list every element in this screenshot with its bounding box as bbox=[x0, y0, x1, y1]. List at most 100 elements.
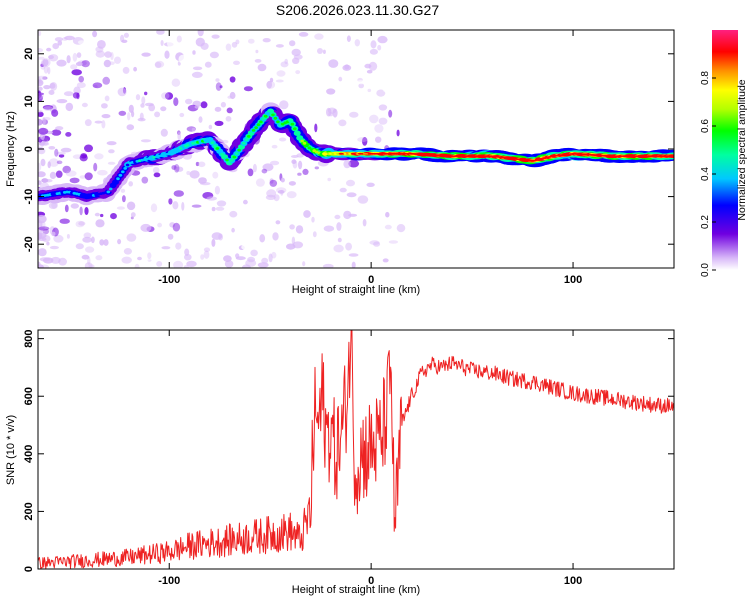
spectrogram-noise-blob bbox=[100, 213, 104, 218]
spectrogram-noise-blob bbox=[38, 162, 42, 172]
spectrogram-noise-blob bbox=[141, 176, 149, 184]
spectrogram-noise-blob bbox=[161, 92, 170, 100]
spectrogram-ridge-cell bbox=[121, 170, 125, 174]
spectrogram-ridge-cell bbox=[244, 138, 249, 142]
spectrogram-noise-blob bbox=[117, 238, 122, 245]
spectrogram-noise-blob bbox=[243, 86, 253, 92]
spectrogram-noise-blob bbox=[374, 124, 384, 133]
spectrogram-noise-blob bbox=[279, 100, 289, 110]
spectrogram-noise-blob bbox=[38, 227, 47, 233]
spectrogram-noise-blob bbox=[295, 70, 301, 75]
spectrogram-noise-blob bbox=[216, 200, 227, 207]
spectrogram-noise-blob bbox=[272, 232, 279, 241]
spectrogram-ridge-cell bbox=[239, 145, 244, 149]
spectrogram-noise-blob bbox=[69, 177, 80, 184]
spectrogram-noise-blob bbox=[84, 144, 93, 153]
spectrogram-noise-blob bbox=[167, 39, 175, 48]
y-tick-label: 400 bbox=[23, 445, 35, 463]
spectrogram-ridge-cell bbox=[123, 167, 127, 170]
spectrogram-noise-blob bbox=[349, 111, 359, 118]
spectrogram-ridge-cell bbox=[290, 122, 295, 126]
spectrogram-noise-blob bbox=[154, 111, 161, 118]
page-title: S206.2026.023.11.30.G27 bbox=[275, 2, 440, 18]
spectrogram-noise-blob bbox=[356, 80, 366, 85]
spectrogram-noise-blob bbox=[297, 172, 302, 176]
spectrogram-noise-blob bbox=[314, 166, 319, 170]
spectrogram-noise-blob bbox=[38, 40, 48, 47]
spectrogram-ridge-cell bbox=[271, 113, 275, 117]
spectrogram-noise-blob bbox=[357, 195, 369, 204]
spectrogram-noise-blob bbox=[317, 48, 323, 54]
spectrogram-noise-blob bbox=[77, 40, 86, 45]
spectrogram-ridge-cell bbox=[251, 129, 256, 132]
spectrogram-noise-blob bbox=[177, 131, 181, 141]
spectrogram-noise-blob bbox=[382, 258, 389, 263]
spectrogram-noise-blob bbox=[64, 35, 75, 41]
spectrogram-noise-blob bbox=[215, 78, 220, 82]
snr-y-ticks: 0 200 400 600 800 bbox=[23, 329, 674, 572]
spectrogram-noise-blob bbox=[330, 95, 340, 104]
spectrogram-ridge-cell bbox=[263, 114, 268, 118]
spectrogram-noise-blob bbox=[48, 55, 54, 60]
spectrogram-noise-blob bbox=[369, 48, 378, 55]
spectrogram-noise-blob bbox=[130, 212, 136, 218]
spectrogram-noise-blob bbox=[65, 170, 77, 177]
x-tick-label: 100 bbox=[564, 575, 582, 587]
spectrogram-noise-blob bbox=[298, 160, 303, 170]
spectrogram-noise-blob bbox=[197, 30, 204, 37]
spectrogram-ridge-cell bbox=[268, 110, 273, 113]
spectrogram-ridge-cell bbox=[227, 161, 232, 165]
spectrogram-noise-blob bbox=[117, 87, 127, 97]
spectrogram-noise-blob bbox=[84, 172, 93, 181]
spectrogram-noise-blob bbox=[195, 37, 205, 47]
colorbar-tick-label: 0.6 bbox=[700, 119, 711, 133]
spectrogram-noise-blob bbox=[38, 118, 43, 126]
spectrogram-noise-blob bbox=[108, 149, 115, 154]
spectrogram-ridge-cell bbox=[106, 190, 111, 194]
spectrogram-noise-blob bbox=[268, 253, 273, 263]
spectrogram-noise-blob bbox=[261, 168, 268, 174]
spectrogram-noise-blob bbox=[38, 93, 43, 103]
spectrogram-noise-blob bbox=[38, 214, 47, 224]
spectrogram-noise-blob bbox=[314, 123, 318, 133]
spectrogram-noise-blob bbox=[38, 79, 44, 87]
spectrogram-noise-blob bbox=[181, 201, 185, 211]
spectrogram-noise-blob bbox=[255, 49, 259, 54]
spectrogram-noise-blob bbox=[382, 84, 393, 93]
spectrogram-noise-blob bbox=[328, 59, 339, 68]
spectrogram-noise-blob bbox=[209, 51, 219, 59]
spectrogram-noise-blob bbox=[327, 177, 332, 182]
spectrogram-noise-blob bbox=[241, 244, 252, 250]
spectrogram-noise-blob bbox=[128, 181, 133, 187]
spectrogram-noise-blob bbox=[186, 171, 191, 175]
spectrogram-noise-blob bbox=[48, 202, 58, 210]
y-tick-label: -20 bbox=[23, 236, 35, 252]
spectrogram-noise-blob bbox=[223, 255, 232, 262]
spectrogram-noise-blob bbox=[132, 46, 141, 54]
spectrogram-noise-blob bbox=[49, 245, 59, 250]
x-tick-label: 0 bbox=[368, 274, 374, 286]
spectrogram-noise-blob bbox=[75, 61, 83, 67]
spectrogram-noise-blob bbox=[81, 254, 90, 260]
spectrogram-noise-blob bbox=[121, 256, 132, 264]
spectrogram-noise-blob bbox=[214, 185, 220, 195]
colorbar-label: Normalized spectral amplitude bbox=[736, 79, 748, 220]
spectrogram-noise-blob bbox=[175, 166, 184, 172]
spectrogram-noise-blob bbox=[295, 225, 304, 234]
spectrogram-noise-blob bbox=[292, 57, 300, 64]
spectrogram-noise-blob bbox=[76, 82, 86, 89]
spectrogram-ridge-cell bbox=[217, 150, 222, 153]
spectrogram-noise-blob bbox=[147, 252, 152, 260]
spectrogram-noise-blob bbox=[262, 163, 274, 172]
spectrogram-noise-blob bbox=[101, 114, 111, 119]
spectrogram-noise-blob bbox=[240, 231, 246, 240]
spectrogram-noise-blob bbox=[189, 170, 200, 179]
spectrogram-noise-blob bbox=[173, 190, 184, 197]
spectrogram-noise-blob bbox=[291, 159, 297, 164]
spectrogram-ridge-cell bbox=[297, 136, 302, 140]
spectrogram-noise-blob bbox=[123, 32, 129, 38]
spectrogram-x-ticks: -100 0 100 bbox=[158, 30, 582, 286]
spectrogram-noise-blob bbox=[208, 124, 213, 130]
spectrogram-noise-blob bbox=[231, 227, 235, 233]
spectrogram-noise-blob bbox=[291, 48, 301, 57]
